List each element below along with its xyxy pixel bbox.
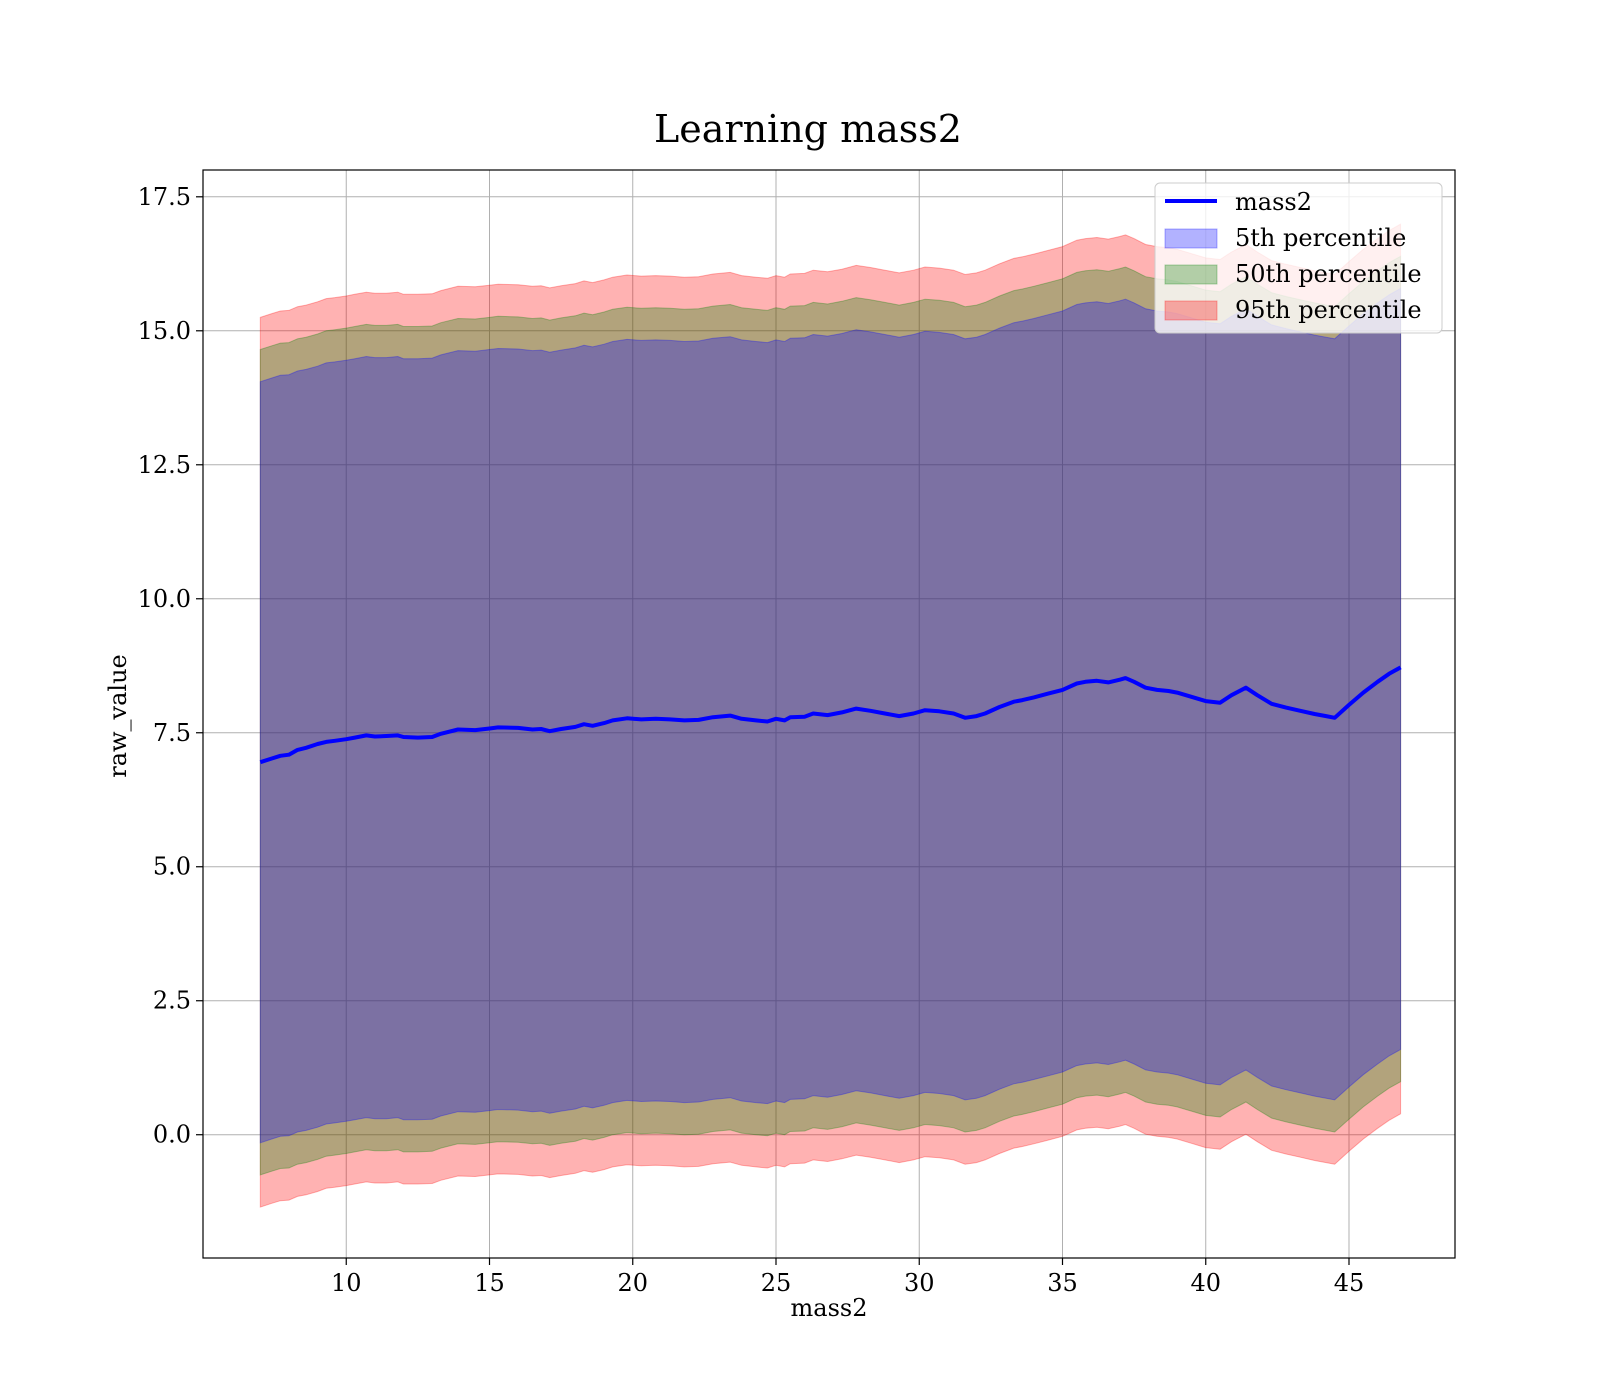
- mean-line-layer: [259, 665, 1402, 765]
- y-tick-label: 12.5: [138, 451, 191, 479]
- x-axis-ticks: 10 15 20 25 30 35 40 45: [331, 1258, 1364, 1297]
- y-tick-label: 7.5: [153, 719, 191, 747]
- y-tick-label: 17.5: [138, 183, 191, 211]
- legend-swatch-95th: [1164, 300, 1218, 321]
- y-tick-label: 0.0: [153, 1121, 191, 1149]
- legend-label-5th: 5th percentile: [1235, 224, 1406, 252]
- series-line-mass2: [259, 665, 1402, 765]
- legend: mass2 5th percentile 50th percentile 95t…: [1154, 182, 1443, 334]
- x-tick-label: 25: [761, 1269, 792, 1297]
- y-tick-label: 2.5: [153, 987, 191, 1015]
- chart-title: Learning mass2: [654, 107, 962, 151]
- legend-label-50th: 50th percentile: [1235, 260, 1422, 288]
- x-tick-label: 10: [331, 1269, 362, 1297]
- x-tick-label: 35: [1047, 1269, 1078, 1297]
- x-tick-label: 20: [617, 1269, 648, 1297]
- legend-swatch-50th: [1164, 264, 1218, 285]
- x-axis-label: mass2: [791, 1294, 868, 1322]
- y-axis-ticks: 0.0 2.5 5.0 7.5 10.0 12.5 15.0 17.5: [138, 183, 203, 1149]
- x-tick-label: 40: [1190, 1269, 1221, 1297]
- legend-swatch-5th: [1164, 228, 1218, 249]
- grid: [203, 170, 1455, 1258]
- y-tick-label: 10.0: [138, 585, 191, 613]
- plot-area-frame: [202, 169, 1456, 1259]
- y-axis-label: raw_value: [104, 654, 132, 778]
- x-tick-label: 15: [474, 1269, 505, 1297]
- y-tick-label: 15.0: [138, 317, 191, 345]
- x-tick-label: 45: [1334, 1269, 1365, 1297]
- legend-box: [1154, 182, 1443, 334]
- legend-label-mass2: mass2: [1235, 188, 1312, 216]
- y-tick-label: 5.0: [153, 853, 191, 881]
- legend-label-95th: 95th percentile: [1235, 296, 1422, 324]
- x-tick-label: 30: [904, 1269, 935, 1297]
